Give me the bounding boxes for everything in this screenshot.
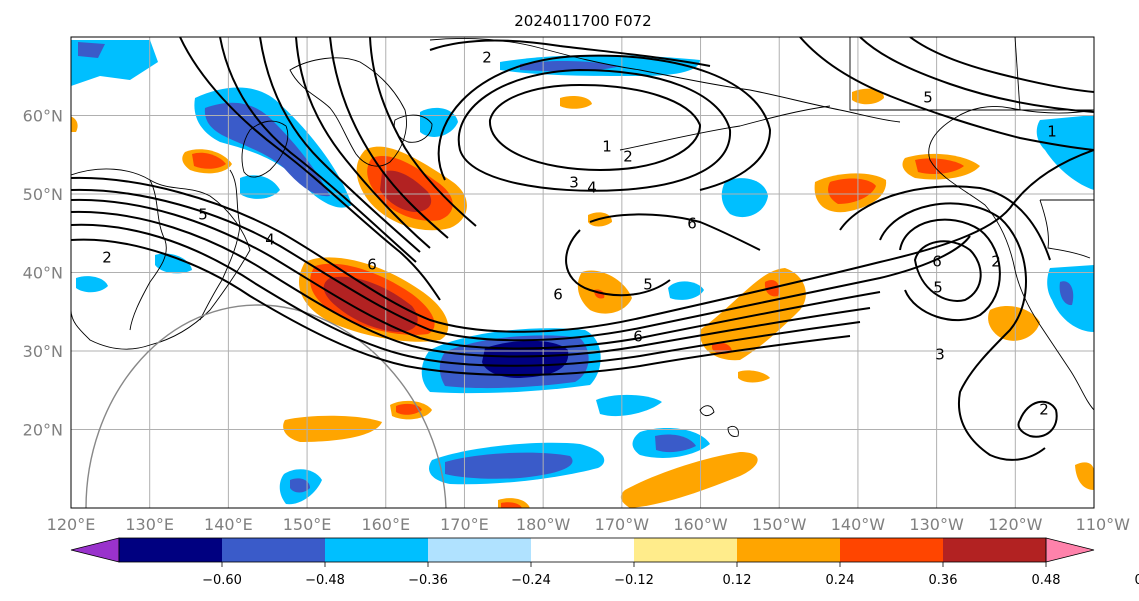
contour-label: 1: [602, 138, 612, 156]
contour-label: 6: [687, 215, 697, 233]
colorbar-tick-label: −0.24: [511, 573, 551, 588]
contour-label: 4: [265, 231, 275, 249]
longitude-tick-label: 160°E: [361, 515, 410, 534]
colorbar-tick-label: −0.60: [202, 573, 242, 588]
contour-label: 2: [991, 253, 1001, 271]
colorbar-tick-label: 0.24: [826, 573, 855, 588]
coastlines: [71, 37, 1094, 437]
contour-label: 6: [633, 328, 643, 346]
map-title: 2024011700 F072: [514, 12, 651, 30]
contour-label: 4: [587, 179, 597, 197]
colorbar: −0.60 −0.48 −0.36 −0.24 −0.12 0.12 0.24 0.36 0.4…: [70, 537, 1139, 588]
contour-label: 5: [923, 89, 933, 107]
colorbar-segment: [222, 538, 326, 562]
contour-label: 3: [935, 346, 945, 364]
longitude-tick-label: 110°W: [1076, 515, 1131, 534]
contour-label: 5: [198, 206, 208, 224]
projection-boundary-arc: [85, 304, 447, 508]
longitude-tick-label: 120°W: [988, 515, 1043, 534]
latitude-tick-label: 30°N: [23, 342, 63, 361]
contour-label: 6: [553, 286, 563, 304]
colorbar-tick-label: 0.60: [1135, 573, 1139, 588]
colorbar-segment: [531, 538, 635, 562]
contour-label: 2: [482, 49, 492, 67]
longitude-tick-label: 130°E: [125, 515, 174, 534]
colorbar-segment: [737, 538, 841, 562]
colorbar-tick-label: 0.12: [723, 573, 752, 588]
contour-label: 6: [932, 253, 942, 271]
contour-label: 3: [569, 174, 579, 192]
colorbar-tick-label: 0.36: [929, 573, 958, 588]
colorbar-segment: [325, 538, 429, 562]
colorbar-tick-label: 0.48: [1032, 573, 1061, 588]
colorbar-segment: [943, 538, 1047, 562]
contour-label: 5: [643, 276, 653, 294]
graticule: [71, 37, 1094, 508]
colorbar-segment: [119, 538, 223, 562]
contour-label: 6: [367, 256, 377, 274]
map-frame: [70, 36, 1095, 509]
colorbar-segment: [634, 538, 738, 562]
latitude-tick-label: 60°N: [23, 107, 63, 126]
contour-label: 2: [102, 249, 112, 267]
latitude-tick-label: 40°N: [23, 264, 63, 283]
longitude-tick-label: 170°W: [595, 515, 650, 534]
colorbar-segment: [840, 538, 944, 562]
longitude-tick-label: 140°W: [831, 515, 886, 534]
longitude-tick-label: 140°E: [204, 515, 253, 534]
contour-label: 2: [623, 148, 633, 166]
latitude-tick-label: 20°N: [23, 421, 63, 440]
longitude-tick-label: 130°W: [909, 515, 964, 534]
longitude-tick-label: 150°W: [752, 515, 807, 534]
colorbar-tick-label: −0.36: [408, 573, 448, 588]
contour-label: 5: [933, 279, 943, 297]
colorbar-lower-extend: [70, 537, 120, 563]
longitude-axis: 120°E 130°E 140°E 150°E 160°E 170°E 180°W 170°W…: [47, 515, 1131, 534]
colorbar-upper-extend: [1045, 537, 1095, 563]
longitude-tick-label: 160°W: [673, 515, 728, 534]
colorbar-outline: [118, 537, 1047, 563]
latitude-tick-label: 50°N: [23, 185, 63, 204]
longitude-tick-label: 180°W: [516, 515, 571, 534]
contour-label: 2: [1039, 401, 1049, 419]
longitude-tick-label: 150°E: [283, 515, 332, 534]
contour-lines: [71, 37, 1094, 461]
colorbar-tick-label: −0.48: [305, 573, 345, 588]
latitude-axis: 20°N 30°N 40°N 50°N 60°N: [23, 107, 63, 440]
colorbar-tick-label: −0.12: [614, 573, 654, 588]
colorbar-segment: [428, 538, 532, 562]
contour-label: 1: [1047, 123, 1057, 141]
longitude-tick-label: 170°E: [440, 515, 489, 534]
longitude-tick-label: 120°E: [47, 515, 96, 534]
